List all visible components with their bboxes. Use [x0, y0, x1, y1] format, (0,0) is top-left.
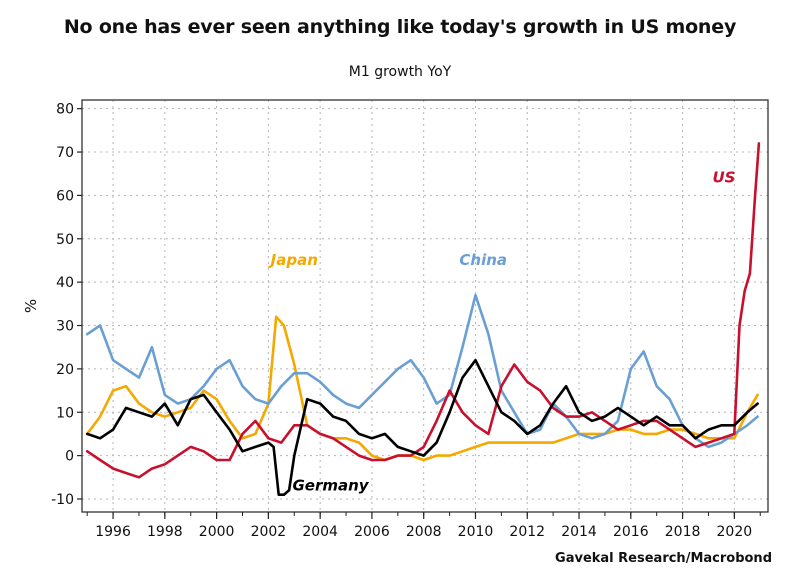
y-tick-label: 50: [56, 232, 74, 248]
plot-frame: [81, 99, 769, 513]
series-line-japan: [85, 315, 759, 462]
x-tick-label: 2016: [613, 524, 649, 540]
series-label-us: US: [713, 168, 736, 186]
x-tick-label: 2014: [561, 524, 597, 540]
y-axis-label: %: [22, 299, 40, 313]
x-tick-label: 1998: [147, 524, 183, 540]
series-line-china: [85, 293, 759, 449]
x-tick-label: 2006: [354, 524, 390, 540]
chart-subtitle: M1 growth YoY: [348, 64, 452, 80]
x-tick-label: 2002: [251, 524, 287, 540]
x-tick-label: 2012: [509, 524, 545, 540]
series-label-china: China: [459, 251, 507, 269]
y-tick-label: 40: [56, 275, 74, 291]
x-tick-label: 2004: [302, 524, 338, 540]
series-line-germany: [85, 358, 759, 496]
y-tick-label: 20: [56, 362, 74, 378]
x-tick-label: 1996: [95, 524, 131, 540]
x-tick-label: 2000: [199, 524, 235, 540]
y-tick-label: 10: [56, 405, 74, 421]
series-line-us: [85, 142, 761, 479]
x-tick-label: 2018: [665, 524, 701, 540]
y-tick-label: 80: [56, 102, 74, 118]
y-tick-label: 0: [65, 449, 74, 465]
x-tick-label: 2020: [717, 524, 753, 540]
y-tick-label: 30: [56, 319, 74, 335]
y-tick-label: 60: [56, 188, 74, 204]
x-tick-label: 2008: [406, 524, 442, 540]
x-tick-label: 2010: [458, 524, 494, 540]
series-label-germany: Germany: [292, 476, 369, 494]
y-tick-label: -10: [51, 492, 74, 508]
source-note: Gavekal Research/Macrobond: [555, 551, 772, 566]
chart-title: No one has ever seen anything like today…: [63, 16, 737, 38]
y-tick-label: 70: [56, 145, 74, 161]
series-label-japan: Japan: [268, 251, 318, 269]
